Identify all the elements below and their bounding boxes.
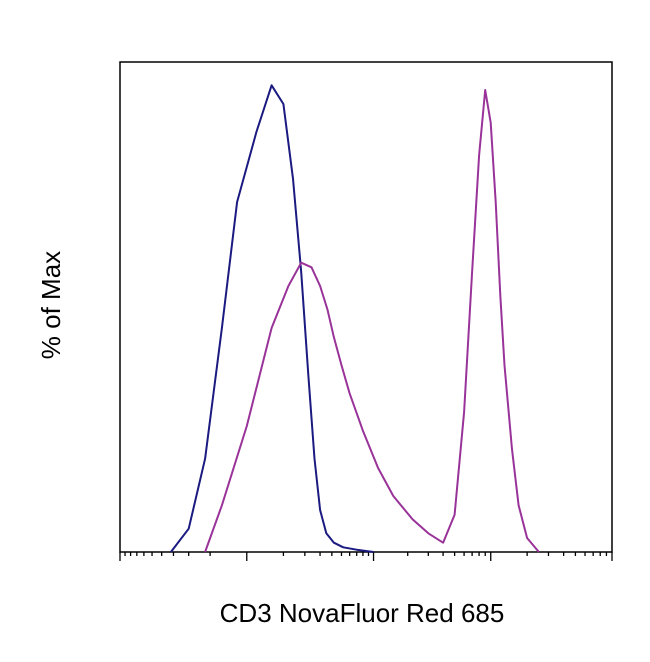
series-layer [170,84,540,553]
histogram-series-1 [170,84,374,553]
plot-frame [119,61,613,553]
x-axis-label: CD3 NovaFluor Red 685 [220,598,505,628]
y-axis-label: % of Max [36,251,66,359]
x-axis-ticks [119,552,613,561]
histogram-series-2 [204,89,540,553]
